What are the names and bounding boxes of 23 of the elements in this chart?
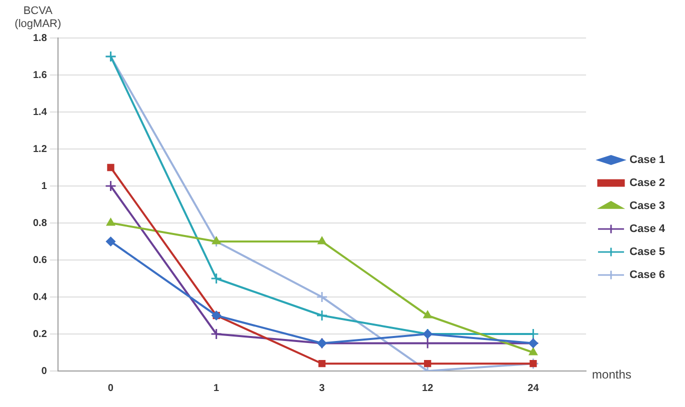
legend-label: Case 1 [630,154,666,166]
y-tick-label: 0.6 [32,254,48,266]
legend-label: Case 6 [630,269,666,282]
y-tick-label: 0.2 [32,328,48,340]
x-tick-label: 0 [108,382,114,394]
x-axis-title: months [592,367,632,382]
x-tick-label: 12 [422,382,434,394]
x-tick-label: 1 [214,382,220,394]
x-tick-label: 3 [319,382,326,394]
y-tick-label: 0.8 [32,218,48,229]
y-tick-label: 1 [41,180,48,192]
y-tick-label: 1.2 [32,144,48,155]
legend-label: Case 2 [630,177,666,190]
y-tick-label: 1.8 [32,32,48,44]
y-tick-label: 1.4 [32,106,48,118]
y-axis-title: BCVA (logMAR) [14,5,62,30]
x-tick-label: 24 [528,382,540,394]
legend-label: Case 3 [630,200,666,212]
legend-label: Case 5 [630,246,666,258]
y-tick-label: 0.4 [32,292,48,303]
y-tick-label: 0 [41,366,48,377]
legend-label: Case 4 [630,223,666,236]
y-tick-label: 1.6 [32,70,48,81]
